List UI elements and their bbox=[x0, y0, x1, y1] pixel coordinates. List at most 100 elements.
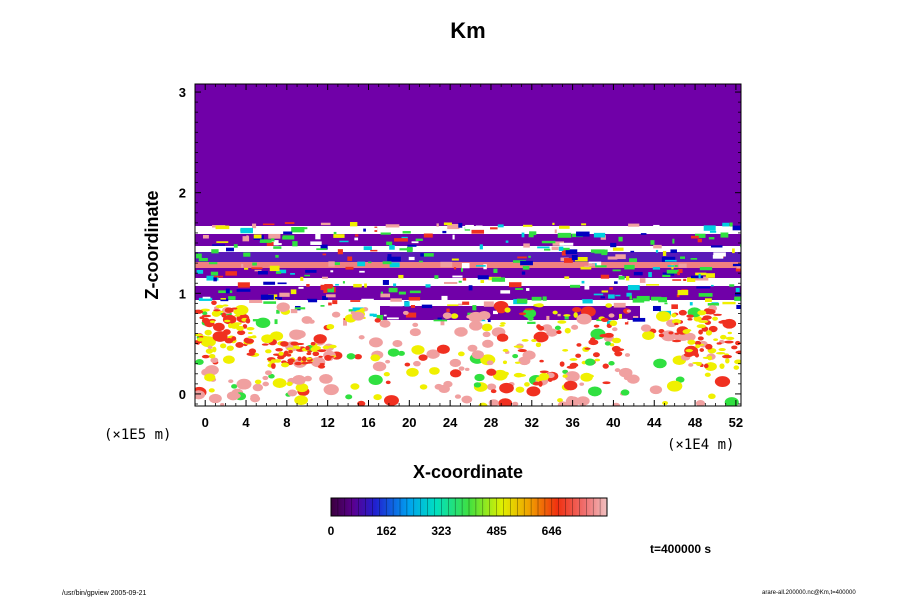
field-patch bbox=[220, 298, 226, 300]
field-blob bbox=[473, 382, 482, 388]
field-patch bbox=[386, 317, 399, 320]
field-patch bbox=[690, 235, 699, 239]
field-hotspot bbox=[328, 344, 337, 349]
field-blob bbox=[620, 389, 630, 396]
field-patch bbox=[677, 289, 689, 296]
field-hotspot bbox=[703, 363, 709, 369]
field-blob bbox=[429, 367, 440, 375]
field-patch bbox=[398, 274, 404, 279]
field-patch bbox=[601, 251, 608, 256]
field-hotspot bbox=[725, 358, 730, 364]
field-blob bbox=[474, 373, 485, 382]
field-hotspot bbox=[538, 380, 543, 387]
field-blob bbox=[618, 367, 633, 378]
field-hotspot bbox=[310, 341, 316, 346]
field-hotspot bbox=[698, 320, 709, 324]
colorbar-dividers bbox=[337, 498, 601, 516]
field-blob bbox=[226, 391, 240, 401]
field-patch bbox=[662, 272, 675, 276]
field-hotspot bbox=[312, 351, 320, 357]
field-patch bbox=[274, 319, 278, 325]
field-patch bbox=[612, 247, 624, 251]
field-hotspot bbox=[234, 314, 241, 317]
field-patch bbox=[304, 274, 311, 277]
field-hotspot bbox=[697, 310, 707, 316]
field-patch bbox=[593, 232, 606, 238]
field-hotspot bbox=[600, 317, 609, 322]
field-patch bbox=[590, 249, 605, 253]
field-hotspot bbox=[671, 313, 677, 318]
field-patch bbox=[363, 246, 372, 251]
field-hotspot bbox=[280, 341, 289, 347]
field-blob bbox=[373, 394, 382, 401]
field-patch bbox=[326, 294, 336, 298]
x-tick-label: 8 bbox=[283, 415, 290, 430]
field-patch bbox=[565, 249, 578, 255]
field-blob bbox=[467, 344, 478, 352]
field-patch bbox=[335, 283, 339, 286]
field-patch bbox=[389, 301, 403, 307]
field-blob bbox=[208, 388, 215, 393]
field-patch bbox=[711, 284, 714, 287]
field-blob bbox=[546, 328, 558, 337]
colorbar-tick-label: 485 bbox=[487, 524, 507, 538]
field-blob bbox=[331, 311, 341, 318]
field-patch bbox=[447, 304, 459, 307]
field-hotspot bbox=[518, 312, 527, 316]
field-blob bbox=[418, 354, 428, 361]
field-hotspot bbox=[286, 353, 292, 357]
field-patch bbox=[676, 294, 680, 298]
field-blob bbox=[482, 339, 494, 348]
field-patch bbox=[228, 296, 236, 300]
field-blob bbox=[642, 330, 655, 340]
field-patch bbox=[440, 261, 453, 268]
field-patch bbox=[571, 254, 578, 261]
field-hotspot bbox=[552, 310, 558, 315]
field-hotspot bbox=[214, 326, 219, 331]
field-hotspot bbox=[716, 352, 726, 355]
field-blob bbox=[404, 362, 411, 367]
field-patch bbox=[554, 229, 557, 234]
field-hotspot bbox=[287, 347, 294, 351]
field-patch bbox=[683, 278, 687, 281]
field-blob bbox=[564, 371, 580, 382]
field-patch bbox=[266, 242, 274, 246]
field-blob bbox=[368, 337, 383, 348]
field-blob bbox=[579, 382, 585, 386]
field-patch bbox=[723, 314, 737, 320]
field-patch bbox=[418, 260, 423, 263]
field-patch bbox=[541, 240, 556, 244]
field-patch bbox=[263, 281, 276, 285]
field-hotspot bbox=[222, 329, 231, 335]
field-hotspot bbox=[535, 376, 543, 382]
y-tick-label: 2 bbox=[179, 186, 186, 201]
field-patch bbox=[442, 230, 447, 234]
field-blob bbox=[626, 374, 640, 384]
field-patch bbox=[729, 222, 733, 227]
field-blob bbox=[482, 331, 491, 338]
field-hotspot bbox=[213, 309, 221, 312]
field-blob bbox=[612, 327, 618, 332]
field-patch bbox=[328, 302, 332, 306]
field-patch bbox=[734, 292, 741, 296]
field-hotspot bbox=[317, 349, 327, 353]
field-blob bbox=[412, 322, 419, 327]
footer-command: /usr/bin/gpview 2005-09-21 bbox=[62, 590, 147, 597]
field-blob bbox=[575, 353, 582, 358]
y-scale-label: (×1E5 m) bbox=[104, 427, 171, 443]
field-patch bbox=[290, 309, 298, 314]
field-patch bbox=[252, 262, 257, 266]
field-patch bbox=[233, 244, 238, 248]
field-blob bbox=[294, 330, 306, 339]
field-patch bbox=[339, 240, 349, 243]
field-patch bbox=[333, 234, 345, 238]
field-patch bbox=[307, 298, 318, 303]
field-blob bbox=[374, 318, 381, 323]
field-blob bbox=[587, 386, 602, 397]
field-patch bbox=[407, 244, 417, 247]
field-hotspot bbox=[277, 356, 285, 360]
field-hotspot bbox=[288, 349, 293, 354]
colorbar-ticks: 0 162 323 485 646 bbox=[328, 524, 562, 538]
field-patch bbox=[629, 258, 638, 263]
field-patch bbox=[327, 287, 334, 293]
